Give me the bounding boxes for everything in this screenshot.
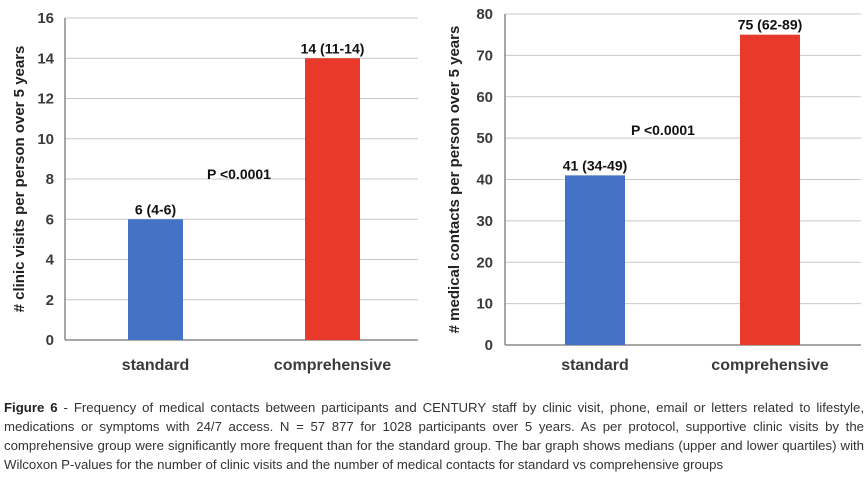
bar-standard	[128, 219, 183, 340]
figure-label: Figure 6	[4, 400, 58, 415]
y-tick-label: 80	[476, 6, 493, 23]
p-value-annotation: P <0.0001	[207, 166, 271, 182]
y-tick-label: 30	[476, 213, 493, 230]
y-tick-label: 8	[46, 171, 54, 188]
y-axis-label: # medical contacts per person over 5 yea…	[446, 26, 463, 334]
y-axis-label: # clinic visits per person over 5 years	[11, 46, 28, 313]
y-tick-label: 0	[485, 337, 493, 354]
y-tick-label: 2	[46, 292, 54, 309]
bar-standard	[565, 175, 625, 345]
p-value-annotation: P <0.0001	[631, 122, 695, 138]
clinic-visits-chart: 0 2 4 6 8 10 12 14 16 6 (4-6) standard 14 (11-14) co…	[11, 10, 418, 374]
y-tick-label: 40	[476, 172, 493, 189]
bar-comprehensive	[740, 34, 800, 345]
y-tick-label: 10	[476, 296, 493, 313]
y-tick-label: 0	[46, 332, 54, 349]
bar-comprehensive	[305, 58, 360, 340]
data-label: 41 (34-49)	[563, 157, 628, 173]
y-tick-label: 6	[46, 211, 54, 228]
medical-contacts-chart: 0 10 20 30 40 50 60 70 80 41 (34-49) standard 75 (6…	[446, 6, 861, 374]
y-tick-label: 14	[37, 50, 54, 67]
y-tick-label: 4	[46, 252, 55, 269]
x-tick-label: comprehensive	[274, 357, 391, 374]
y-tick-label: 50	[476, 130, 493, 147]
y-tick-label: 20	[476, 254, 493, 271]
data-label: 75 (62-89)	[738, 17, 803, 33]
y-tick-label: 12	[37, 91, 54, 108]
x-tick-label: standard	[122, 357, 190, 374]
y-tick-label: 10	[37, 131, 54, 148]
y-tick-label: 60	[476, 89, 493, 106]
y-tick-label: 70	[476, 47, 493, 64]
x-tick-label: comprehensive	[711, 357, 828, 374]
data-label: 14 (11-14)	[301, 40, 365, 56]
data-label: 6 (4-6)	[135, 201, 176, 217]
figure-caption: Figure 6 - Frequency of medical contacts…	[4, 398, 864, 474]
figure-caption-text: - Frequency of medical contacts between …	[4, 400, 864, 472]
y-tick-label: 16	[37, 10, 54, 27]
x-tick-label: standard	[561, 357, 629, 374]
